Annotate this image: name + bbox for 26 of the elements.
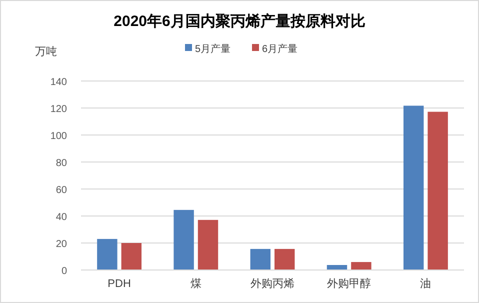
x-tick-label: 外购甲醇 (327, 277, 372, 290)
y-tick-label: 40 (56, 212, 68, 223)
y-tick-label: 120 (50, 104, 68, 115)
y-tick-label: 0 (61, 266, 68, 277)
y-tick-label: 100 (50, 131, 68, 142)
bar (351, 262, 372, 270)
bar (403, 106, 424, 270)
bar (97, 238, 118, 270)
chart-title: 2020年6月国内聚丙烯产量按原料对比 (114, 13, 366, 30)
bar (121, 243, 142, 270)
y-tick-label: 80 (56, 158, 68, 169)
x-tick-label: 煤 (190, 278, 202, 290)
bar (428, 112, 448, 270)
y-tick-label: 140 (50, 77, 68, 88)
x-tick-label: PDH (108, 278, 131, 290)
y-tick-label: 60 (56, 185, 68, 196)
legend-label: 6月产量 (262, 43, 298, 55)
y-tick-label: 20 (56, 239, 68, 250)
bar (174, 210, 194, 270)
bar (250, 248, 270, 270)
bar (274, 248, 295, 270)
bar (198, 220, 218, 270)
y-axis-title: 万吨 (35, 45, 57, 58)
x-tick-label: 油 (420, 277, 432, 290)
x-tick-label: 外购丙烯 (250, 277, 294, 290)
legend-label: 5月产量 (195, 43, 231, 55)
